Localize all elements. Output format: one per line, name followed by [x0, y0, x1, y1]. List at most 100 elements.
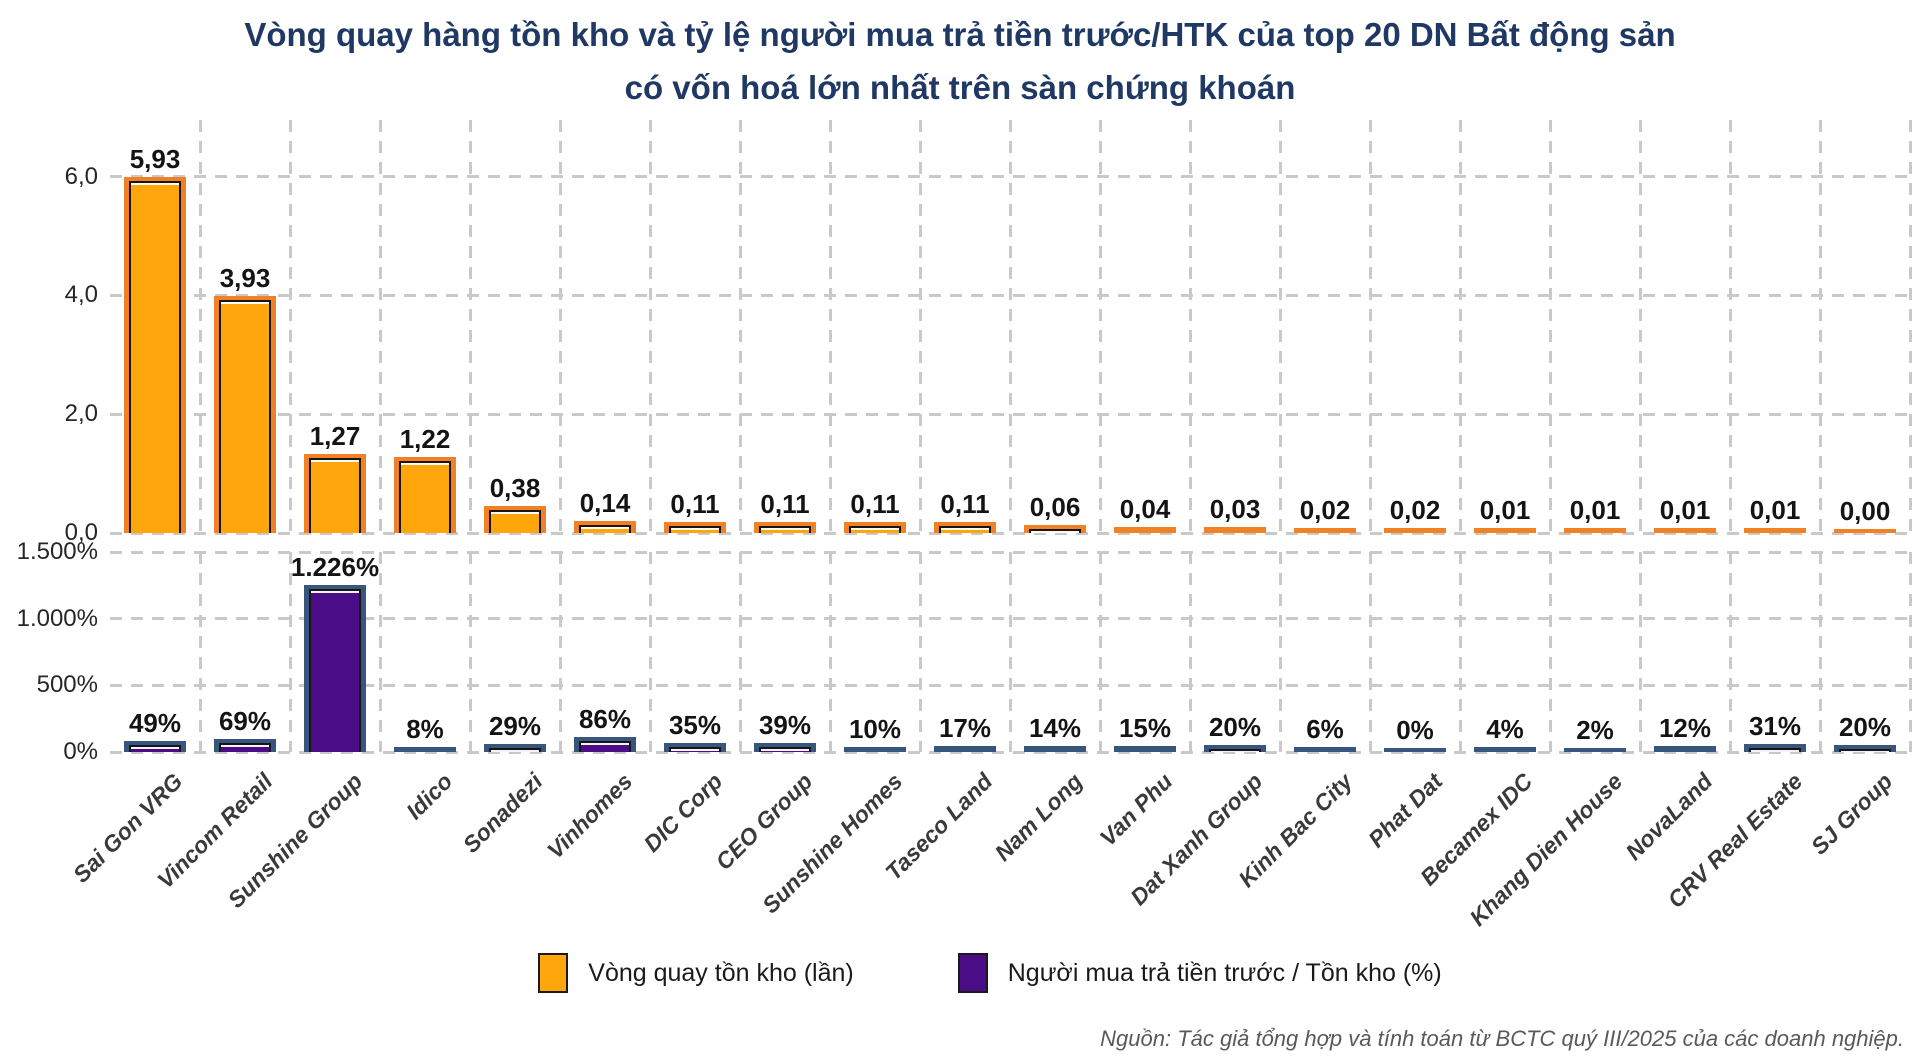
bar-value-label: 12% — [1658, 713, 1712, 743]
bar — [1654, 746, 1716, 752]
bar — [304, 585, 366, 752]
vertical-gridline — [468, 552, 472, 752]
bar-value-label: 49% — [128, 708, 182, 738]
vertical-gridline — [738, 120, 742, 533]
bar — [1474, 528, 1536, 533]
vertical-gridline — [1188, 552, 1192, 752]
bar — [214, 296, 276, 533]
vertical-gridline — [1908, 120, 1912, 533]
bar-fill — [129, 745, 181, 752]
bar — [1474, 747, 1536, 752]
vertical-gridline — [288, 552, 292, 752]
bar — [1564, 528, 1626, 533]
chart-title-line2: có vốn hoá lớn nhất trên sàn chứng khoán — [624, 69, 1296, 107]
y-axis-tick-label: 500% — [36, 671, 98, 699]
bar-value-label: 39% — [758, 710, 812, 740]
bar-value-label: 0,01 — [1479, 495, 1531, 525]
bar — [124, 177, 186, 533]
vertical-gridline — [1368, 552, 1372, 752]
bar-fill — [1209, 749, 1261, 752]
bar-value-label: 0,11 — [850, 489, 900, 519]
bar-value-label: 0,01 — [1569, 495, 1621, 525]
bar-value-label: 8% — [406, 714, 444, 744]
vertical-gridline — [828, 552, 832, 752]
bar-value-label: 14% — [1028, 713, 1082, 743]
horizontal-gridline — [110, 531, 1910, 535]
bar-value-label: 17% — [938, 713, 992, 743]
vertical-gridline — [1278, 552, 1282, 752]
vertical-gridline — [1008, 552, 1012, 752]
bar — [1294, 747, 1356, 752]
horizontal-gridline — [110, 750, 1910, 754]
bar-value-label: 0,01 — [1659, 495, 1711, 525]
bar — [574, 521, 636, 533]
bar-value-label: 0,11 — [940, 489, 990, 519]
bar-fill — [849, 526, 901, 533]
legend-item-prepayment: Người mua trả tiền trước / Tồn kho (%) — [957, 953, 1442, 993]
vertical-gridline — [1278, 120, 1282, 533]
bar-fill — [309, 458, 361, 533]
bar-fill — [129, 181, 181, 533]
source-note: Nguồn: Tác giả tổng hợp và tính toán từ … — [1100, 1026, 1904, 1051]
bar-value-label: 0,03 — [1209, 494, 1261, 524]
y-axis-tick-label: 1.000% — [16, 604, 98, 632]
bar — [124, 741, 186, 752]
bar-value-label: 1.226% — [290, 552, 380, 582]
bar — [1204, 527, 1266, 533]
vertical-gridline — [1638, 552, 1642, 752]
y-axis-tick-label: 0,0 — [64, 519, 98, 546]
bar-value-label: 0% — [1396, 715, 1434, 745]
bar — [754, 522, 816, 533]
bar-fill — [309, 589, 361, 752]
bar-value-label: 1,27 — [309, 421, 361, 451]
bar-fill — [579, 525, 631, 533]
bar-value-label: 0,04 — [1119, 494, 1171, 524]
vertical-gridline — [828, 120, 832, 533]
bar — [664, 743, 726, 752]
bar — [934, 746, 996, 752]
bar-value-label: 0,11 — [670, 489, 720, 519]
bar — [394, 457, 456, 533]
vertical-gridline — [648, 552, 652, 752]
turnover-bar-panel: 6,0 4,0 2,0 0,0 5,93 3,93 1,27 1,22 0,38 0,14 0,11… — [65, 120, 1912, 546]
vertical-gridline — [1908, 552, 1912, 752]
bar — [844, 522, 906, 533]
bar-value-label: 86% — [578, 704, 632, 734]
bar-value-label: 0,02 — [1299, 495, 1351, 525]
bar-fill — [489, 510, 541, 533]
y-axis-tick-label: 6,0 — [64, 162, 98, 190]
legend: Vòng quay tồn kho (lần) Người mua trả ti… — [0, 953, 1920, 993]
bar-value-label: 0,11 — [760, 489, 810, 519]
bar — [1294, 528, 1356, 533]
bar-fill — [1839, 749, 1891, 752]
bar-value-label: 0,00 — [1839, 496, 1891, 526]
bar — [1024, 525, 1086, 533]
vertical-gridline — [1728, 552, 1732, 752]
turnover-legend-swatch — [538, 953, 569, 993]
y-axis-tick-label: 4,0 — [64, 281, 98, 309]
prepayment-bar-panel: 1.500% 1.000% 500% 0% 49% 69% 1.226% 8% 29% 86% 35… — [17, 539, 1912, 931]
vertical-gridline — [1098, 552, 1102, 752]
vertical-gridline — [1548, 120, 1552, 533]
bar — [1384, 748, 1446, 752]
bar-value-label: 31% — [1748, 711, 1802, 741]
chart-title-line1: Vòng quay hàng tồn kho và tỷ lệ người mu… — [244, 16, 1676, 53]
bar-fill — [489, 748, 541, 752]
y-axis-tick-label: 1.500% — [16, 538, 98, 565]
bar-value-label: 69% — [218, 706, 272, 736]
bar-fill — [669, 747, 721, 752]
bar-fill — [1029, 529, 1081, 533]
vertical-gridline — [378, 552, 382, 752]
bar-fill — [219, 743, 271, 752]
vertical-gridline — [1728, 120, 1732, 533]
bar — [664, 522, 726, 533]
bar — [214, 739, 276, 752]
bar-value-label: 2% — [1576, 715, 1614, 745]
vertical-gridline — [288, 120, 292, 533]
bar — [484, 506, 546, 533]
bar — [934, 522, 996, 533]
turnover-legend-label: Vòng quay tồn kho (lần) — [588, 958, 854, 987]
bar-value-label: 1,22 — [399, 424, 451, 454]
bar — [1114, 527, 1176, 533]
bar-fill — [939, 526, 991, 533]
